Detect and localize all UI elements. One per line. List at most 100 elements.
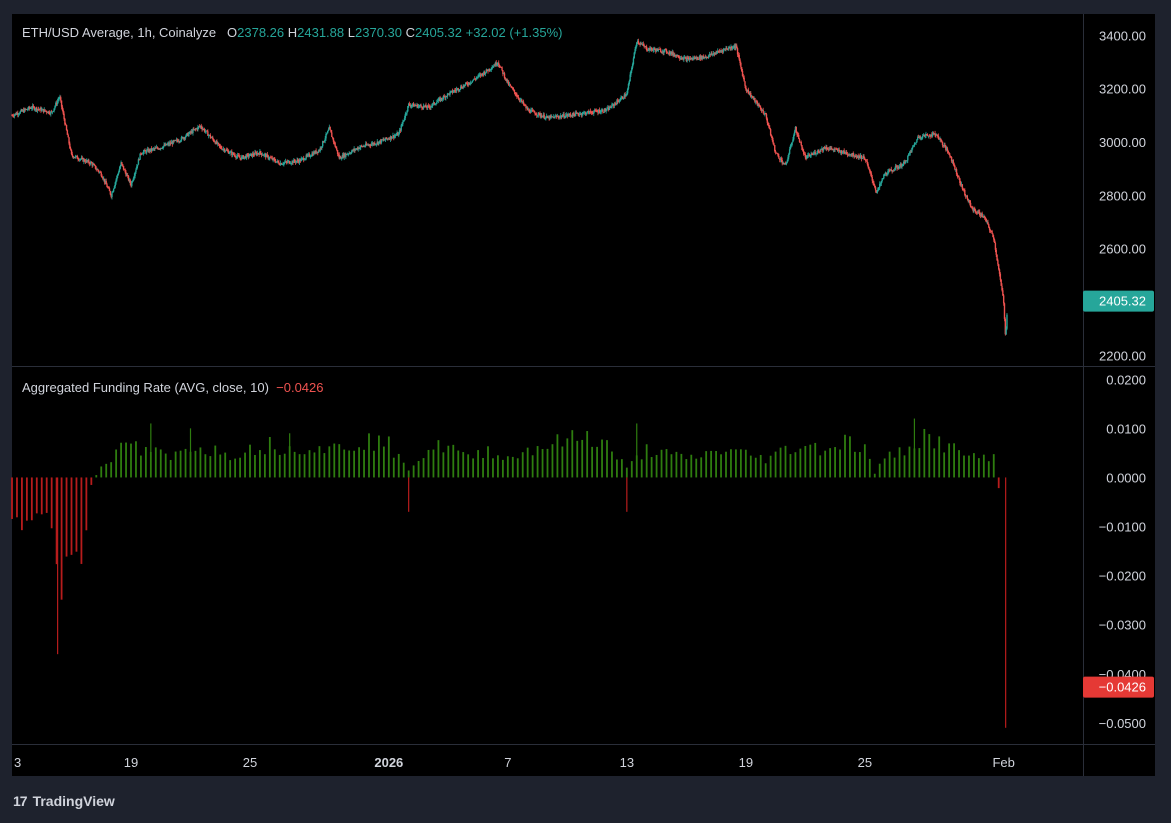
candle-body xyxy=(40,108,42,112)
candle-body xyxy=(372,143,374,145)
candle-body xyxy=(709,54,711,56)
funding-legend-title[interactable]: Aggregated Funding Rate (AVG, close, 10) xyxy=(22,380,269,395)
funding-legend: Aggregated Funding Rate (AVG, close, 10)… xyxy=(22,380,324,395)
candle-body xyxy=(15,113,17,115)
candle-body xyxy=(431,105,433,107)
funding-bar xyxy=(497,455,499,478)
candle-body xyxy=(70,149,73,155)
funding-bar xyxy=(521,452,524,478)
chart-area[interactable] xyxy=(12,14,1155,776)
candle-body xyxy=(838,149,840,151)
candle-body xyxy=(257,153,259,154)
candle-body xyxy=(965,195,968,197)
candle-body xyxy=(681,58,683,60)
candle-body xyxy=(541,115,543,118)
candle-body xyxy=(1005,328,1007,335)
candle-body xyxy=(816,153,818,154)
tradingview-brand[interactable]: 17 TradingView xyxy=(13,790,115,812)
candle-body xyxy=(339,156,341,159)
funding-legend-value: −0.0426 xyxy=(276,380,324,395)
candle-body xyxy=(963,189,965,191)
candle-body xyxy=(868,167,870,169)
funding-bar xyxy=(571,430,574,478)
candle-body xyxy=(772,140,774,144)
candle-body xyxy=(997,260,999,265)
funding-bar xyxy=(645,444,648,478)
candle-body xyxy=(858,155,860,158)
candle-body xyxy=(696,57,698,59)
candle-body xyxy=(533,110,535,113)
candle-body xyxy=(165,143,168,146)
funding-bar xyxy=(735,449,737,478)
candle-body xyxy=(636,42,638,47)
candle-body xyxy=(364,143,367,147)
candle-body xyxy=(760,107,762,110)
candle-body xyxy=(373,142,375,145)
candle-body xyxy=(131,181,133,186)
time-tick-label: 2026 xyxy=(374,755,403,770)
candle-body xyxy=(926,134,928,136)
candle-body xyxy=(60,100,63,107)
candle-body xyxy=(394,135,397,137)
candle-body xyxy=(403,118,406,121)
price-tick-label: 3200.00 xyxy=(1099,82,1146,97)
candle-body xyxy=(250,153,253,157)
candle-body xyxy=(731,46,733,49)
candle-body xyxy=(479,74,482,76)
funding-bar xyxy=(863,444,866,478)
funding-bar xyxy=(968,455,970,478)
candle-body xyxy=(586,111,588,114)
funding-bar xyxy=(125,442,127,478)
candle-body xyxy=(807,155,809,156)
candle-body xyxy=(397,133,399,136)
candle-body xyxy=(385,137,388,139)
candle-body xyxy=(388,138,390,140)
candle-body xyxy=(103,178,105,180)
candle-body xyxy=(1003,303,1006,319)
candle-body xyxy=(534,112,536,115)
candle-body xyxy=(726,49,729,50)
candle-body xyxy=(818,151,821,153)
candle-body xyxy=(479,74,481,76)
candle-body xyxy=(279,163,282,166)
candle-body xyxy=(608,106,611,110)
candle-body xyxy=(424,105,426,107)
candle-body xyxy=(148,149,150,152)
candle-body xyxy=(587,110,589,112)
candle-body xyxy=(304,158,307,160)
price-legend-symbol[interactable]: ETH/USD Average, 1h, Coinalyze xyxy=(22,25,217,40)
candle-body xyxy=(837,149,840,152)
candle-body xyxy=(540,115,542,117)
candle-body xyxy=(693,57,696,59)
candle-body xyxy=(873,182,875,186)
candle-body xyxy=(176,139,178,141)
candle-body xyxy=(486,69,488,71)
funding-bar xyxy=(204,454,207,478)
candle-body xyxy=(600,110,602,113)
candle-body xyxy=(95,168,97,170)
candle-body xyxy=(844,152,846,154)
candle-body xyxy=(614,103,616,105)
candle-body xyxy=(845,152,847,154)
candle-body xyxy=(84,161,87,163)
candle-body xyxy=(298,160,300,163)
candle-body xyxy=(36,107,38,111)
candle-body xyxy=(671,51,673,55)
candle-body xyxy=(213,141,216,143)
close-value: 2405.32 xyxy=(415,25,463,40)
funding-bar xyxy=(120,442,122,478)
candle-body xyxy=(664,49,666,51)
candle-body xyxy=(349,152,351,154)
time-tick-label: 7 xyxy=(504,755,511,770)
candle-body xyxy=(221,148,223,150)
candle-body xyxy=(435,103,437,105)
candle-body xyxy=(121,162,123,165)
candle-body xyxy=(163,144,165,147)
candle-body xyxy=(361,146,364,147)
funding-tick-label: 0.0200 xyxy=(1106,372,1146,387)
candle-body xyxy=(455,89,458,91)
candle-body xyxy=(509,84,512,86)
candle-body xyxy=(895,166,897,168)
candle-body xyxy=(861,158,864,160)
